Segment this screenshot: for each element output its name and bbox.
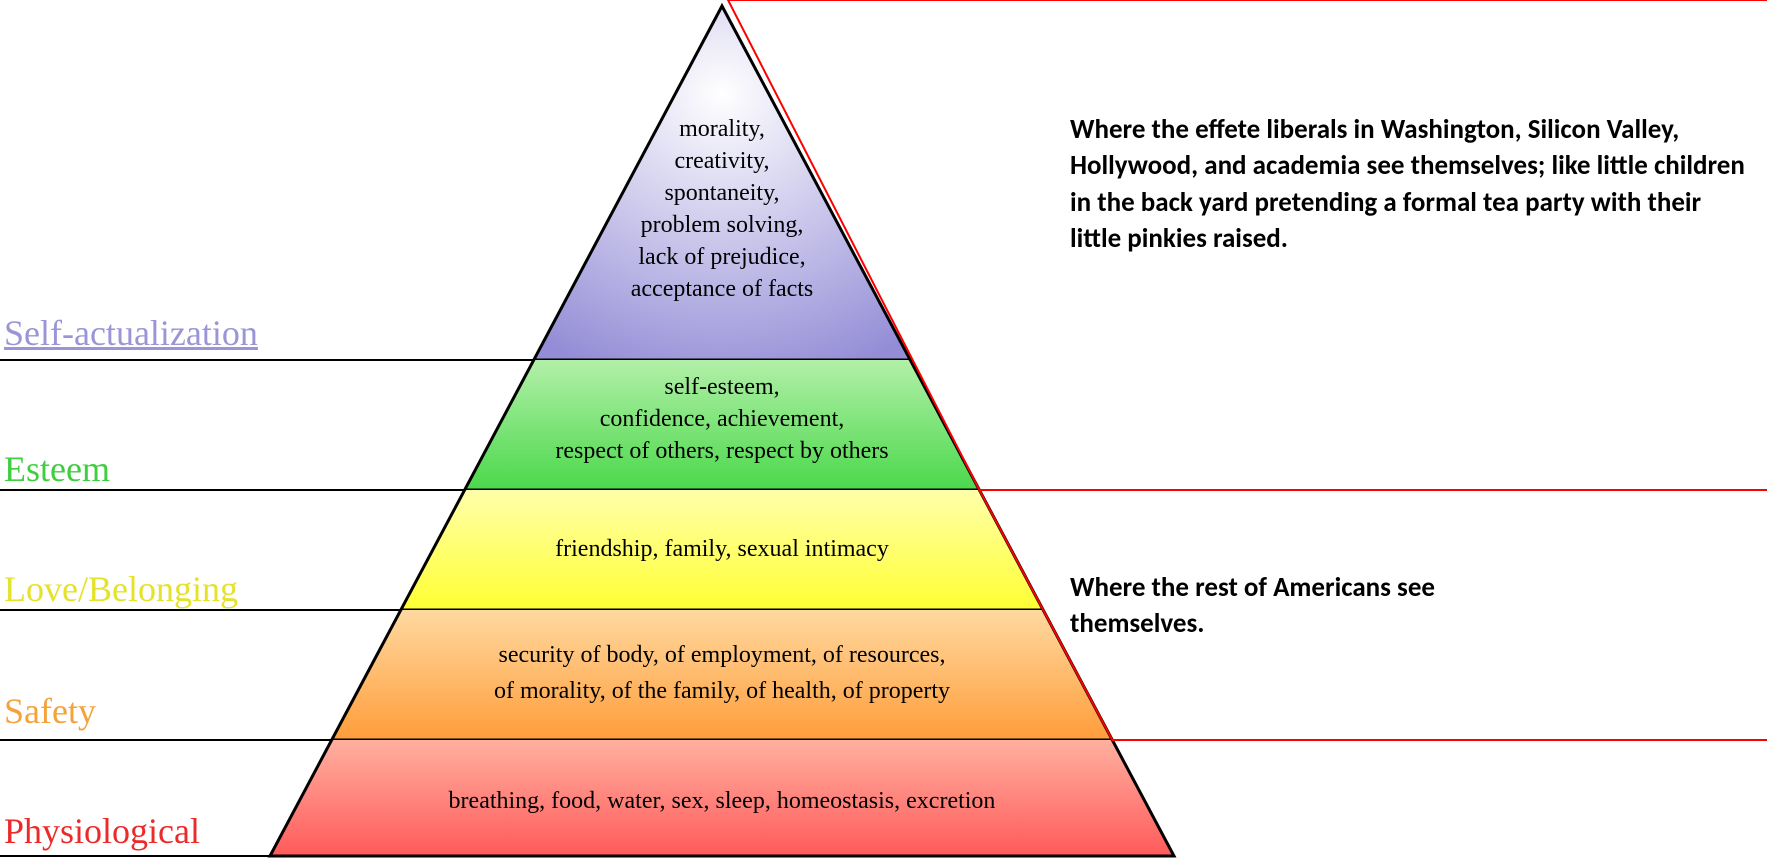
tier-label-safety: Safety	[4, 690, 96, 732]
annotation-top: Where the effete liberals in Washington,…	[1070, 112, 1750, 258]
tier-content-esteem-line2: respect of others, respect by others	[222, 438, 1222, 465]
tier-content-self_actualization-line5: acceptance of facts	[222, 276, 1222, 303]
tier-label-physiological: Physiological	[4, 810, 200, 852]
tier-content-physiological-line0: breathing, food, water, sex, sleep, home…	[222, 788, 1222, 815]
tier-content-love_belonging-line0: friendship, family, sexual intimacy	[222, 536, 1222, 563]
tier-label-love_belonging: Love/Belonging	[4, 568, 238, 610]
tier-content-safety-line0: security of body, of employment, of reso…	[222, 642, 1222, 669]
tier-content-esteem-line1: confidence, achievement,	[222, 406, 1222, 433]
tier-safety	[332, 610, 1113, 740]
stage: Self-actualization Esteem Love/Belonging Sa…	[0, 0, 1767, 868]
tier-label-self_actualization: Self-actualization	[4, 312, 258, 354]
annotation-bottom: Where the rest of Americans see themselv…	[1070, 570, 1450, 643]
tier-content-esteem-line0: self-esteem,	[222, 374, 1222, 401]
tier-label-esteem: Esteem	[4, 448, 110, 490]
tier-content-safety-line1: of morality, of the family, of health, o…	[222, 678, 1222, 705]
